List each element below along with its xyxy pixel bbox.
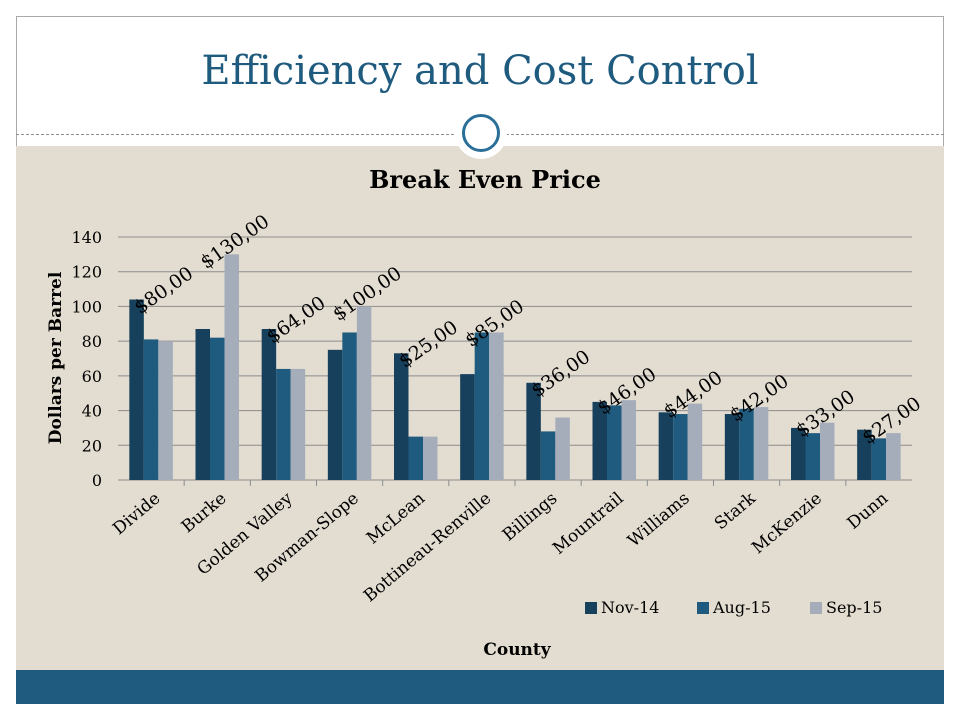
bar	[143, 339, 159, 480]
y-tick-label: 60	[82, 367, 102, 386]
bar	[540, 431, 556, 480]
bar	[290, 368, 306, 480]
bar	[261, 328, 277, 480]
x-axis-label: County	[483, 640, 551, 660]
bars	[129, 254, 901, 480]
circle-ornament-icon	[455, 107, 507, 159]
grid-lines	[118, 236, 912, 486]
bar	[621, 400, 636, 480]
chart-title: Break Even Price	[369, 165, 601, 194]
bar	[195, 328, 210, 480]
bar	[460, 374, 475, 480]
bar	[276, 368, 291, 480]
legend-label: Aug-15	[712, 598, 771, 617]
data-label: $25,00	[395, 316, 462, 372]
bar	[886, 433, 901, 480]
bar	[871, 438, 887, 480]
data-label: $80,00	[130, 262, 197, 318]
slide-title: Efficiency and Cost Control	[201, 48, 759, 94]
x-tick-label: Williams	[624, 489, 693, 552]
x-tick-label: Burke	[178, 489, 231, 538]
bar	[394, 353, 409, 480]
bar	[592, 401, 607, 480]
bar	[526, 382, 541, 480]
legend-swatch	[810, 602, 822, 614]
y-tick-label: 140	[71, 228, 102, 247]
bar	[753, 407, 769, 480]
bar	[423, 436, 438, 480]
bar	[129, 299, 144, 480]
legend-swatch	[585, 602, 597, 614]
bar	[820, 422, 835, 480]
x-tick-label: Bottineau-Renville	[360, 489, 495, 607]
x-tick-label: Billings	[499, 489, 561, 546]
x-tick-label: Mountrail	[549, 489, 627, 559]
x-tick-label: McLean	[363, 488, 429, 548]
bar	[857, 429, 872, 480]
bar	[356, 306, 372, 480]
bar	[607, 405, 622, 480]
x-tick-label: Stark	[711, 488, 760, 534]
x-tick-label: McKenzie	[748, 489, 826, 559]
footer-bar	[16, 670, 944, 704]
y-axis-ticks: 0 20 40 60 80 100 120 140	[71, 228, 102, 490]
x-tick-label: Divide	[109, 489, 164, 540]
bar	[673, 414, 688, 480]
legend-swatch	[697, 602, 709, 614]
bar	[210, 337, 225, 480]
bar	[474, 332, 490, 480]
bar	[791, 427, 806, 480]
bar	[724, 414, 740, 480]
y-axis-label: Dollars per Barrel	[46, 271, 66, 444]
bar	[408, 436, 423, 480]
bar	[805, 433, 820, 480]
bar	[158, 341, 173, 480]
legend-label: Nov-14	[601, 598, 659, 617]
y-tick-label: 100	[71, 297, 102, 316]
y-tick-label: 80	[82, 332, 102, 351]
bar	[327, 349, 343, 480]
data-label: $36,00	[527, 346, 594, 402]
bar	[489, 332, 504, 480]
y-tick-label: 120	[71, 263, 102, 282]
bar	[687, 403, 703, 480]
y-tick-label: 0	[92, 471, 102, 490]
x-tick-label: Dunn	[844, 488, 892, 533]
y-tick-label: 20	[82, 436, 102, 455]
bar	[658, 412, 674, 480]
bar	[342, 332, 357, 480]
bar	[739, 408, 754, 480]
data-label: $64,00	[263, 292, 330, 348]
y-tick-label: 40	[82, 402, 102, 421]
bar	[555, 417, 570, 480]
legend-label: Sep-15	[826, 598, 882, 617]
bar	[224, 254, 239, 480]
legend: Nov-14 Aug-15 Sep-15	[585, 598, 882, 617]
